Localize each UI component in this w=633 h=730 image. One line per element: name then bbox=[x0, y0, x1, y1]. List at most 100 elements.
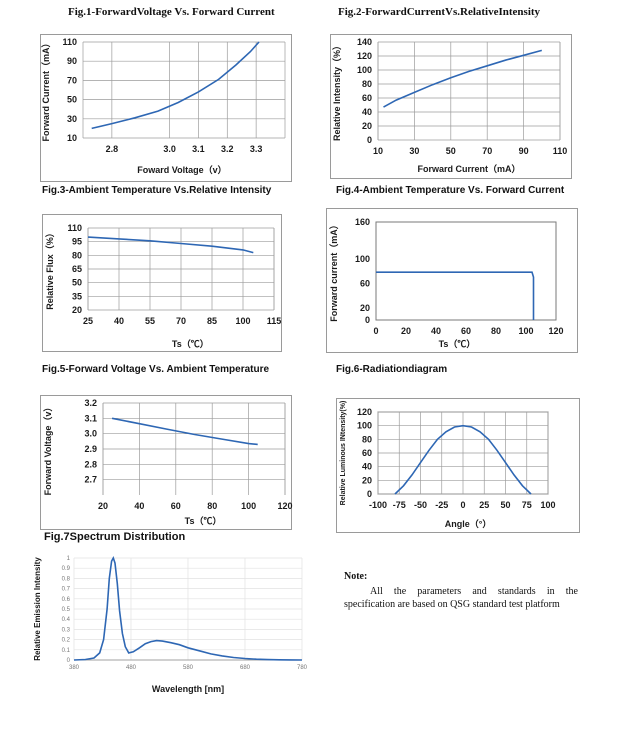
fig6-chart: 0 20 40 60 80 100 120 -100 -75 -50 -25 0 25 50 75 100 An… bbox=[336, 398, 580, 533]
fig6-xtick-2: -50 bbox=[414, 500, 427, 510]
fig6-ytick-3: 60 bbox=[362, 448, 372, 458]
fig6-xtick-6: 50 bbox=[500, 500, 510, 510]
fig5-ytick-4: 3.1 bbox=[84, 413, 97, 423]
fig7-series-line bbox=[73, 556, 303, 661]
fig5-ytick-1: 2.8 bbox=[84, 459, 97, 469]
fig4-xtick-2: 40 bbox=[431, 326, 441, 336]
fig4-title: Fig.4-Ambient Temperature Vs. Forward Cu… bbox=[336, 185, 565, 196]
fig1-series-line bbox=[91, 41, 260, 130]
fig4-xtick-1: 20 bbox=[401, 326, 411, 336]
fig1-ytick-5: 110 bbox=[62, 37, 77, 47]
fig3-ytick-4: 80 bbox=[72, 250, 82, 260]
fig2-ytick-3: 60 bbox=[362, 93, 372, 103]
fig1-ytick-4: 90 bbox=[67, 56, 77, 66]
fig5-title: Fig.5-Forward Voltage Vs. Ambient Temper… bbox=[42, 364, 270, 375]
fig1-xtick-4: 3.3 bbox=[250, 144, 263, 154]
fig6-ytick-6: 120 bbox=[357, 407, 372, 417]
fig7-ytick-1: 0.1 bbox=[62, 648, 71, 654]
fig4-xtick-4: 80 bbox=[491, 326, 501, 336]
fig1-xtick-0: 2.8 bbox=[106, 144, 119, 154]
fig6-xtick-7: 75 bbox=[522, 500, 532, 510]
fig7-ytick-9: 0.9 bbox=[62, 566, 71, 572]
fig2-xlabel: Forward Current（mA） bbox=[417, 164, 520, 174]
fig6-ytick-5: 100 bbox=[357, 421, 372, 431]
fig5-ytick-2: 2.9 bbox=[84, 444, 97, 454]
fig6-xtick-8: 100 bbox=[540, 500, 555, 510]
fig4-xlabel: Ts（℃） bbox=[439, 339, 476, 349]
note-box: Note: All the parameters and standards i… bbox=[344, 571, 578, 611]
fig3-chart: 20 35 50 65 80 95 110 25 40 55 70 85 100 115 Ts（℃） Rela… bbox=[42, 214, 282, 352]
fig3-ytick-5: 95 bbox=[72, 237, 82, 247]
fig7-xtick-4: 780 bbox=[297, 665, 308, 671]
fig2-ytick-6: 120 bbox=[357, 51, 372, 61]
fig5-frame bbox=[40, 395, 292, 530]
fig7-ylabel: Relative Emission Intensity bbox=[33, 557, 42, 661]
fig2-xtick-2: 50 bbox=[446, 146, 456, 156]
fig5-ytick-5: 3.2 bbox=[84, 398, 97, 408]
fig7-ytick-8: 0.8 bbox=[62, 576, 71, 582]
note-title: Note: bbox=[344, 571, 368, 582]
fig4-chart: 0 20 60 100 160 0 20 40 60 80 100 120 Ts（℃） Forward c… bbox=[326, 208, 578, 353]
fig7-ytick-2: 0.2 bbox=[62, 638, 71, 644]
fig6-xtick-0: -100 bbox=[369, 500, 387, 510]
fig4-ytick-0: 0 bbox=[365, 315, 370, 325]
fig3-series-line bbox=[87, 236, 254, 254]
fig3-ytick-3: 65 bbox=[72, 264, 82, 274]
fig6-ytick-4: 80 bbox=[362, 434, 372, 444]
fig7-ytick-7: 0.7 bbox=[62, 587, 71, 593]
fig3-ytick-6: 110 bbox=[67, 223, 82, 233]
fig3-xtick-0: 25 bbox=[83, 316, 93, 326]
fig5-xtick-4: 100 bbox=[241, 501, 256, 511]
fig5-ytick-3: 3.0 bbox=[84, 429, 97, 439]
fig4-series-line bbox=[376, 271, 535, 320]
fig6-ytick-0: 0 bbox=[367, 489, 372, 499]
note-text: All the parameters and standards in the … bbox=[344, 586, 578, 610]
fig2-ytick-0: 0 bbox=[367, 135, 372, 145]
fig5-chart: 2.7 2.8 2.9 3.0 3.1 3.2 20 40 60 80 100 120 Ts（℃） For… bbox=[40, 395, 293, 530]
fig5-xtick-2: 60 bbox=[171, 501, 181, 511]
fig5-ytick-0: 2.7 bbox=[84, 475, 97, 485]
fig3-title: Fig.3-Ambient Temperature Vs.Relative In… bbox=[42, 185, 272, 196]
fig5-series-line bbox=[111, 417, 258, 446]
fig6-xlabel: Angle（°） bbox=[445, 519, 492, 529]
fig4-xtick-6: 120 bbox=[548, 326, 563, 336]
fig7-xtick-3: 680 bbox=[240, 665, 251, 671]
fig5-xtick-5: 120 bbox=[277, 501, 292, 511]
fig7-xtick-2: 580 bbox=[183, 665, 194, 671]
fig7-ytick-10: 1 bbox=[67, 556, 71, 562]
fig5-xtick-0: 20 bbox=[98, 501, 108, 511]
fig2-ytick-4: 80 bbox=[362, 79, 372, 89]
fig4-xtick-5: 100 bbox=[518, 326, 533, 336]
fig1-xtick-2: 3.1 bbox=[192, 144, 205, 154]
fig6-ytick-1: 20 bbox=[362, 475, 372, 485]
fig2-ytick-2: 40 bbox=[362, 107, 372, 117]
fig3-xtick-2: 55 bbox=[145, 316, 155, 326]
fig2-xtick-0: 10 bbox=[373, 146, 383, 156]
fig6-ytick-2: 40 bbox=[362, 462, 372, 472]
fig2-ytick-1: 20 bbox=[362, 121, 372, 131]
fig1-xtick-3: 3.2 bbox=[221, 144, 234, 154]
fig5-xlabel: Ts（℃） bbox=[185, 516, 222, 526]
fig4-ylabel: Forward current（mA） bbox=[329, 220, 339, 322]
fig3-ytick-1: 35 bbox=[72, 291, 82, 301]
fig4-xtick-0: 0 bbox=[373, 326, 378, 336]
fig3-ytick-0: 20 bbox=[72, 305, 82, 315]
fig6-xtick-3: -25 bbox=[435, 500, 448, 510]
fig7-xlabel: Wavelength [nm] bbox=[152, 684, 224, 694]
fig4-xtick-3: 60 bbox=[461, 326, 471, 336]
fig7-ytick-4: 0.4 bbox=[62, 617, 71, 623]
fig2-xtick-5: 110 bbox=[553, 146, 568, 156]
fig5-xtick-3: 80 bbox=[207, 501, 217, 511]
fig7-ytick-3: 0.3 bbox=[62, 627, 71, 633]
fig4-ytick-2: 60 bbox=[360, 278, 370, 288]
fig2-xtick-1: 30 bbox=[409, 146, 419, 156]
fig1-ytick-0: 10 bbox=[67, 133, 77, 143]
fig2-ytick-7: 140 bbox=[357, 37, 372, 47]
fig1-xlabel: Foward Voltage（v） bbox=[137, 165, 226, 175]
fig7-xtick-0: 380 bbox=[69, 665, 80, 671]
fig3-xtick-3: 70 bbox=[176, 316, 186, 326]
fig1-ytick-2: 50 bbox=[67, 95, 77, 105]
fig7-ytick-6: 0.6 bbox=[62, 597, 71, 603]
fig4-ytick-3: 100 bbox=[355, 254, 370, 264]
fig5-ylabel: Forward Voltage（v） bbox=[43, 403, 53, 496]
